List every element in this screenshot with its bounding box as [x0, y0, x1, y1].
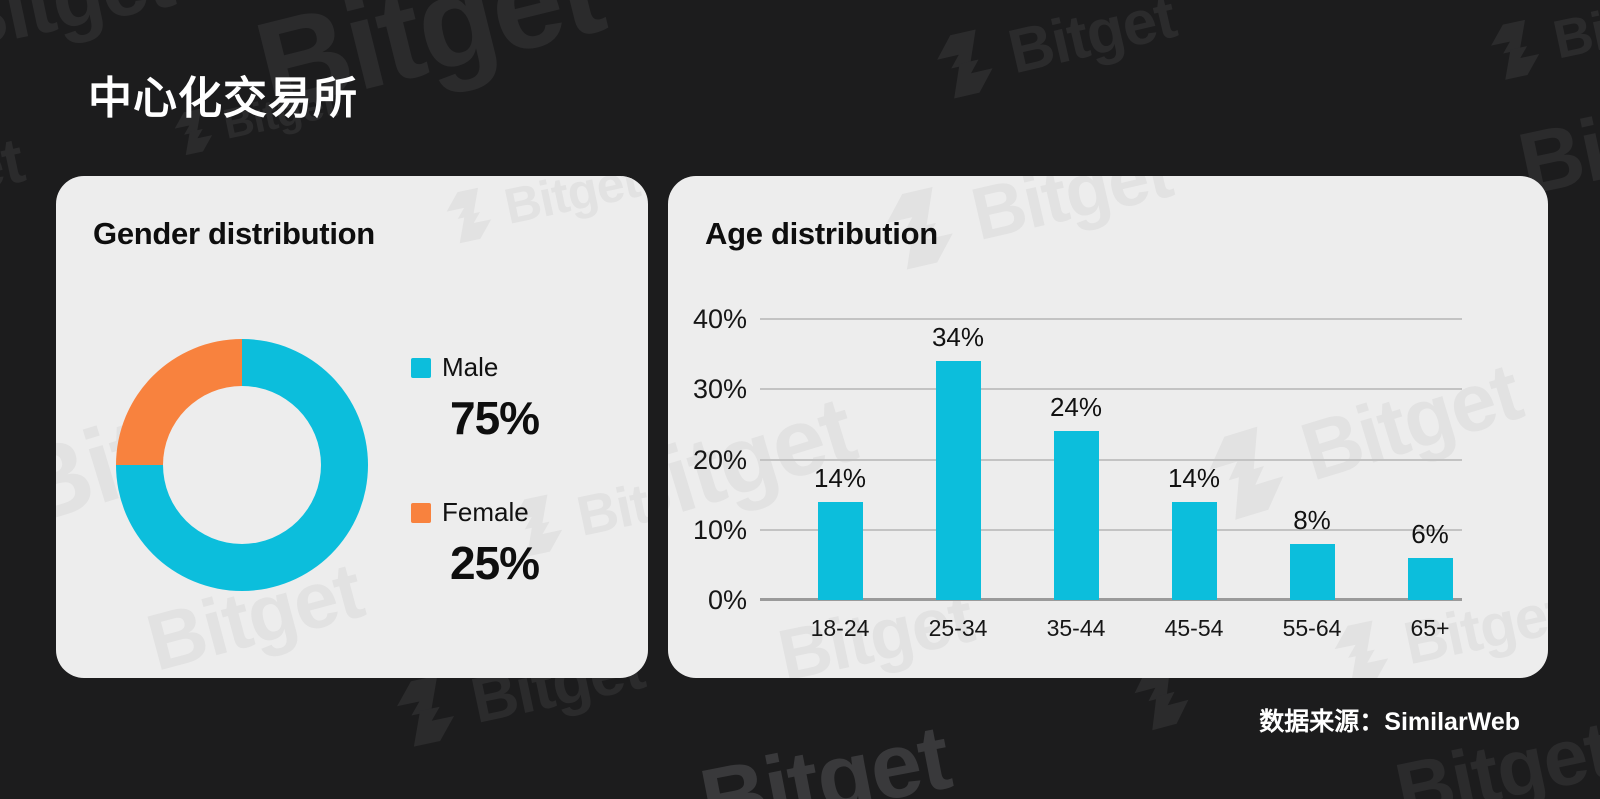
gridline — [760, 388, 1462, 391]
female-swatch — [411, 502, 431, 523]
x-axis-tick-label: 25-34 — [928, 615, 988, 641]
bar-value-label: 24% — [1049, 392, 1103, 423]
x-axis-tick-label: 45-54 — [1164, 615, 1224, 641]
bar-value-label: 14% — [813, 462, 867, 493]
bar-value-label: 8% — [1293, 504, 1331, 535]
bar — [935, 361, 981, 600]
y-axis-tick-label: 40% — [692, 304, 747, 334]
bar — [817, 501, 863, 600]
gridline — [760, 528, 1462, 531]
legend-item-male: Male 75% — [411, 352, 540, 445]
x-axis-tick-label: 35-44 — [1046, 615, 1106, 641]
bitget-watermark: Bitget — [437, 176, 644, 249]
bitget-logo-icon — [937, 29, 993, 99]
bitget-watermark: Bitget — [0, 123, 30, 231]
bar — [1407, 557, 1453, 600]
bitget-watermark: Bitget — [925, 0, 1182, 106]
bitget-logo-icon — [446, 187, 492, 243]
page-title: 中心化交易所 — [88, 74, 358, 123]
gender-donut-chart — [116, 339, 368, 591]
female-value: 25% — [450, 537, 540, 589]
age-card-title: Age distribution — [705, 216, 938, 251]
gender-legend: Male 75% Female 25% — [411, 352, 540, 642]
y-axis-tick-label: 10% — [692, 514, 747, 545]
bitget-watermark: Bitget — [1481, 0, 1600, 86]
gender-card-title: Gender distribution — [93, 216, 375, 251]
data-source: 数据来源：SimilarWeb — [1259, 708, 1520, 736]
age-card: Bitget Bitget Bitget Bitget Bitget Age d… — [668, 176, 1548, 678]
age-bar-chart: 0% 10% 20% 30% 40% 14% 18-24 34% 25-34 24% 35-44 14… — [693, 305, 1462, 641]
x-axis-tick-label: 65+ — [1410, 615, 1450, 641]
bitget-watermark: Bitget — [692, 706, 957, 799]
gender-card: Bitget Bitget Bitget Bitget Gender distr… — [56, 176, 648, 678]
bitget-logo-icon — [1491, 19, 1540, 80]
male-label: Male — [442, 352, 499, 382]
gridline — [760, 598, 1462, 601]
bar — [1053, 431, 1099, 600]
male-value: 75% — [450, 392, 540, 444]
bar — [1171, 501, 1217, 600]
y-axis-tick-label: 30% — [692, 374, 747, 405]
male-swatch — [411, 357, 431, 378]
gridline — [760, 318, 1462, 320]
gridline — [760, 458, 1462, 461]
bitget-logo-icon — [397, 676, 455, 747]
bar-value-label: 34% — [931, 322, 985, 353]
bar-value-label: 6% — [1411, 518, 1449, 549]
legend-item-female: Female 25% — [411, 497, 540, 590]
female-label: Female — [442, 497, 529, 527]
y-axis-tick-label: 0% — [707, 585, 747, 615]
x-axis-tick-label: 18-24 — [810, 615, 870, 641]
x-axis-tick-label: 55-64 — [1282, 615, 1342, 641]
bar — [1289, 543, 1335, 600]
y-axis-tick-label: 20% — [692, 444, 747, 475]
bitget-watermark: Bitget — [0, 0, 181, 70]
bar-value-label: 14% — [1167, 462, 1221, 493]
